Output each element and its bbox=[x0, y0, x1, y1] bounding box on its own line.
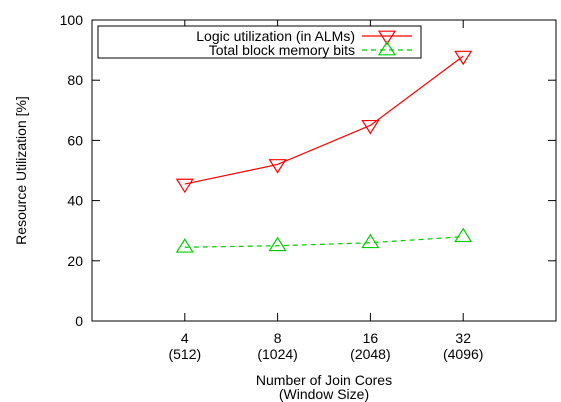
data-point-0-0 bbox=[175, 178, 194, 194]
legend-marker-1 bbox=[377, 40, 397, 56]
series-layer bbox=[175, 50, 473, 253]
y-tick-label: 40 bbox=[67, 193, 83, 209]
y-tick-label: 20 bbox=[67, 253, 83, 269]
x-tick-label: 8 bbox=[274, 330, 282, 346]
data-point-0-1 bbox=[268, 159, 287, 174]
series-line-0 bbox=[184, 55, 464, 185]
data-point-1-0 bbox=[175, 238, 194, 253]
series-line-1 bbox=[184, 236, 464, 248]
series-0 bbox=[175, 50, 473, 194]
data-point-0-3 bbox=[454, 50, 473, 66]
legend-marker-0 bbox=[377, 30, 397, 46]
y-tick-label: 60 bbox=[67, 132, 83, 148]
y-tick-label: 0 bbox=[75, 313, 83, 329]
axes: 0 20 40 60 80 100 4(512) 8(1024) 16(2048) 32(4096… bbox=[13, 12, 557, 402]
x-tick-label: 4 bbox=[181, 330, 189, 346]
data-point-0-2 bbox=[361, 119, 380, 135]
data-point-1-1 bbox=[268, 236, 287, 252]
legend: Logic utilization (in ALMs)Total block m… bbox=[97, 25, 422, 59]
legend-box bbox=[97, 25, 422, 59]
x-tick-sublabel: (2048) bbox=[350, 346, 390, 362]
x-tick-sublabel: (512) bbox=[168, 346, 201, 362]
series-1 bbox=[175, 227, 473, 253]
x-tick-sublabel: (1024) bbox=[257, 346, 297, 362]
legend-label-0: Logic utilization (in ALMs) bbox=[196, 28, 355, 44]
x-axis-sublabel: (Window Size) bbox=[279, 386, 369, 402]
x-axis-label: Number of Join Cores bbox=[256, 372, 392, 388]
y-tick-label: 80 bbox=[67, 72, 83, 88]
legend-label-1: Total block memory bits bbox=[209, 42, 355, 58]
x-tick-label: 16 bbox=[363, 330, 379, 346]
y-tick-label: 100 bbox=[60, 12, 84, 28]
y-axis-label: Resource Utilization [%] bbox=[13, 96, 29, 245]
x-tick-label: 32 bbox=[455, 330, 471, 346]
plot-frame bbox=[91, 19, 557, 322]
data-point-1-2 bbox=[361, 233, 380, 249]
x-tick-sublabel: (4096) bbox=[443, 346, 483, 362]
data-point-1-3 bbox=[454, 227, 473, 243]
